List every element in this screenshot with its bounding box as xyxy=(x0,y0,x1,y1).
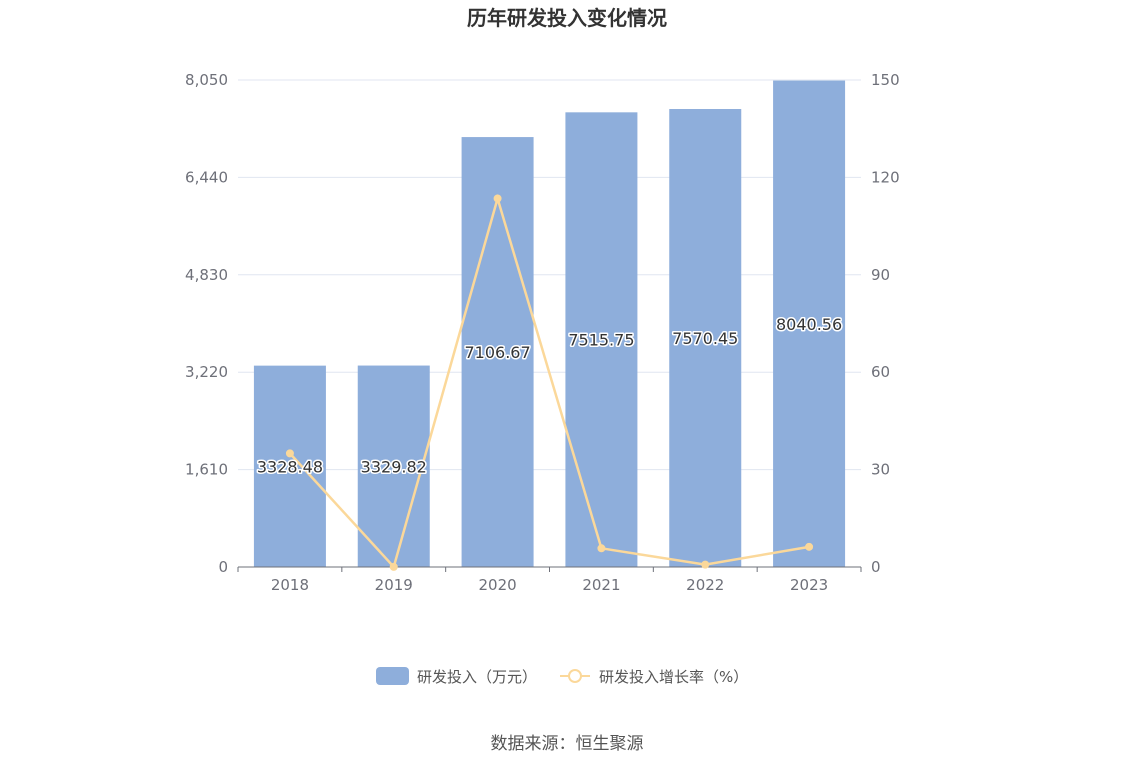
y-left-tick-label: 8,050 xyxy=(185,71,228,89)
y-right-tick-label: 150 xyxy=(871,71,900,89)
y-left-tick-label: 6,440 xyxy=(185,168,228,186)
x-tick-label: 2020 xyxy=(478,576,516,594)
x-tick-label: 2021 xyxy=(582,576,620,594)
y-left-tick-label: 1,610 xyxy=(185,461,228,479)
growth-point xyxy=(285,449,294,458)
growth-point xyxy=(389,562,398,571)
y-right-tick-label: 60 xyxy=(871,363,890,381)
growth-point xyxy=(701,560,710,569)
bar-data-label: 7515.75 xyxy=(568,331,634,350)
bar xyxy=(357,365,430,567)
x-tick-label: 2023 xyxy=(790,576,828,594)
growth-point xyxy=(805,542,814,551)
chart-title: 历年研发投入变化情况 xyxy=(467,6,667,30)
growth-point xyxy=(597,544,606,553)
bar xyxy=(253,365,326,567)
bar xyxy=(773,80,846,567)
source-note: 数据来源：恒生聚源 xyxy=(490,734,644,754)
x-tick-label: 2018 xyxy=(271,576,309,594)
bar-data-label: 8040.56 xyxy=(776,315,842,334)
y-right-tick-label: 0 xyxy=(871,558,881,576)
growth-point xyxy=(493,194,502,203)
y-right-tick-label: 90 xyxy=(871,266,890,284)
legend-bar-label: 研发投入（万元） xyxy=(417,668,537,686)
y-left-tick-label: 4,830 xyxy=(185,266,228,284)
x-tick-label: 2019 xyxy=(375,576,413,594)
bar-data-label: 3329.82 xyxy=(361,457,427,476)
legend-line-marker xyxy=(568,669,582,683)
growth-line xyxy=(288,194,810,570)
bar xyxy=(565,112,638,567)
bar-data-label: 7106.67 xyxy=(464,343,530,362)
bar xyxy=(461,137,534,567)
legend-bar-swatch xyxy=(376,667,409,685)
y-left-tick-label: 3,220 xyxy=(185,363,228,381)
y-left-tick-label: 0 xyxy=(218,558,228,576)
bar xyxy=(669,109,742,567)
y-right-tick-label: 30 xyxy=(871,461,890,479)
bar-data-label: 7570.45 xyxy=(672,329,738,348)
bar-data-label: 3328.48 xyxy=(257,457,323,476)
y-right-tick-label: 120 xyxy=(871,168,900,186)
legend-line-label: 研发投入增长率（%） xyxy=(599,668,748,686)
x-tick-label: 2022 xyxy=(686,576,724,594)
